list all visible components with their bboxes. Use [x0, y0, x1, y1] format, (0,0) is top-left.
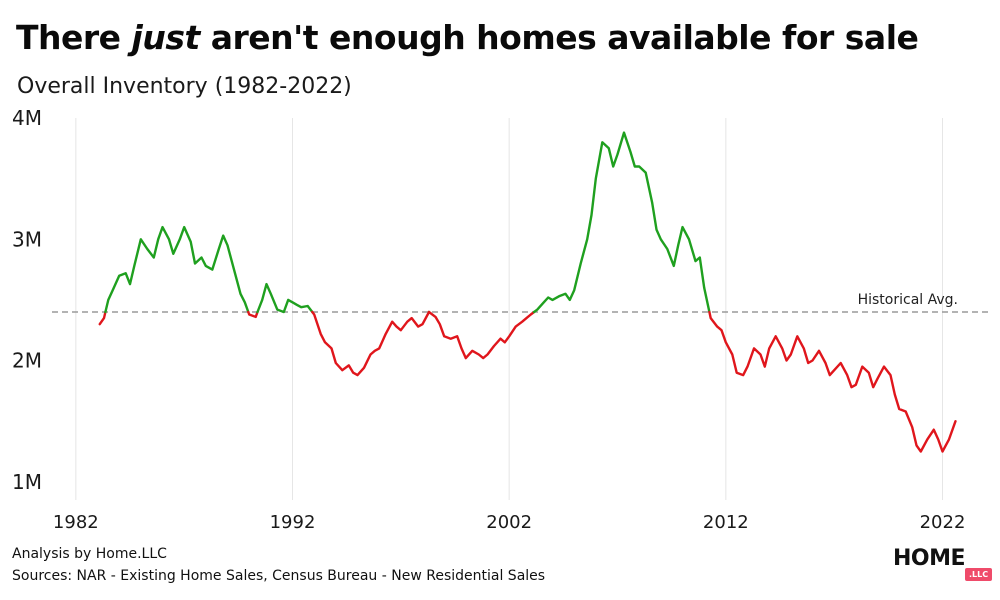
series-segment-below-average — [311, 310, 431, 377]
x-tick-label: 2012 — [703, 512, 749, 533]
title-emphasis: just — [131, 18, 201, 57]
series-segment-below-average — [247, 310, 259, 319]
sources-note: Sources: NAR - Existing Home Sales, Cens… — [12, 568, 546, 584]
series-segment-above-average — [532, 131, 711, 314]
historical-average: Historical Avg. — [52, 292, 988, 313]
chart-title: There just aren't enough homes available… — [16, 18, 919, 57]
series-segment-above-average — [104, 225, 250, 314]
title-end: aren't enough homes available for sale — [199, 18, 919, 57]
y-tick-label: 4M — [12, 106, 42, 130]
series-segment-below-average — [427, 310, 536, 360]
x-tick-label: 1982 — [53, 512, 99, 533]
inventory-series — [98, 131, 957, 453]
y-tick-label: 3M — [12, 227, 42, 251]
y-axis-ticks: 1M 2M 3M 4M — [12, 106, 42, 494]
x-axis-ticks: 1982 1992 2002 2012 2022 — [53, 512, 965, 533]
series-segment-below-average — [98, 310, 107, 326]
title-start: There — [16, 18, 132, 57]
x-gridlines — [75, 118, 943, 500]
logo-word: HOME — [893, 546, 966, 571]
x-tick-label: 2022 — [920, 512, 966, 533]
historical-average-label: Historical Avg. — [858, 292, 958, 308]
x-tick-label: 2002 — [486, 512, 532, 533]
chart-subtitle: Overall Inventory (1982-2022) — [17, 74, 352, 99]
x-tick-label: 1992 — [270, 512, 316, 533]
logo-tag: .LLC — [965, 568, 993, 581]
y-tick-label: 1M — [12, 470, 42, 494]
y-tick-label: 2M — [12, 349, 42, 373]
home-llc-logo: HOME .LLC — [893, 546, 993, 586]
analysis-credit: Analysis by Home.LLC — [12, 546, 167, 562]
series-segment-above-average — [256, 282, 314, 314]
series-segment-below-average — [708, 310, 957, 453]
